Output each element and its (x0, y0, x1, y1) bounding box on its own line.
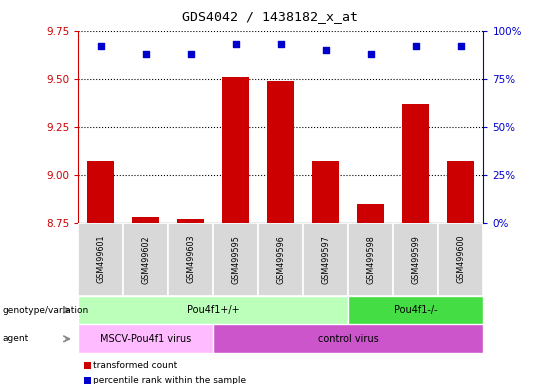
Bar (78, 296, 348, 324)
Text: GSM499600: GSM499600 (456, 235, 465, 283)
Text: agent: agent (3, 334, 29, 343)
Text: Pou4f1-/-: Pou4f1-/- (394, 305, 437, 315)
Bar (267, 81, 294, 223)
Text: GSM499598: GSM499598 (366, 235, 375, 283)
Point (367, 51, 375, 57)
Point (232, 41, 240, 47)
Bar (78, 324, 213, 353)
Text: GSM499597: GSM499597 (321, 235, 330, 284)
Bar (312, 161, 339, 223)
Bar (222, 77, 249, 223)
Text: percentile rank within the sample: percentile rank within the sample (93, 376, 247, 384)
Bar (357, 204, 384, 223)
Text: GSM499599: GSM499599 (411, 235, 420, 284)
Text: GDS4042 / 1438182_x_at: GDS4042 / 1438182_x_at (182, 10, 358, 23)
Text: Pou4f1+/+: Pou4f1+/+ (187, 305, 240, 315)
Bar (438, 223, 483, 296)
Bar (213, 324, 483, 353)
Bar (177, 219, 204, 223)
Text: MSCV-Pou4f1 virus: MSCV-Pou4f1 virus (100, 334, 191, 344)
Bar (258, 223, 303, 296)
Text: GSM499602: GSM499602 (141, 235, 150, 283)
Bar (168, 223, 213, 296)
Point (186, 51, 195, 57)
Text: transformed count: transformed count (93, 361, 178, 370)
Bar (213, 223, 258, 296)
Bar (447, 161, 474, 223)
Bar (348, 296, 483, 324)
Bar (87, 161, 114, 223)
Point (141, 51, 150, 57)
Text: genotype/variation: genotype/variation (3, 306, 89, 314)
Point (276, 41, 285, 47)
Point (97, 43, 105, 49)
Bar (78, 223, 123, 296)
Text: GSM499595: GSM499595 (231, 235, 240, 284)
Point (321, 47, 330, 53)
Text: GSM499603: GSM499603 (186, 235, 195, 283)
Text: control virus: control virus (318, 334, 379, 344)
Text: GSM499596: GSM499596 (276, 235, 285, 283)
Text: GSM499601: GSM499601 (96, 235, 105, 283)
Bar (402, 104, 429, 223)
Bar (132, 217, 159, 223)
Bar (348, 223, 393, 296)
Point (456, 43, 465, 49)
Point (411, 43, 420, 49)
Bar (123, 223, 168, 296)
Bar (303, 223, 348, 296)
Bar (393, 223, 438, 296)
